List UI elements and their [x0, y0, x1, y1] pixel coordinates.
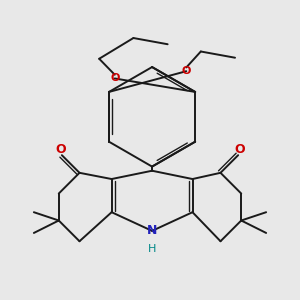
Text: O: O: [234, 143, 245, 156]
Text: O: O: [110, 74, 119, 83]
Text: O: O: [55, 143, 66, 156]
Text: O: O: [182, 66, 191, 76]
Text: H: H: [148, 244, 156, 254]
Text: N: N: [147, 224, 157, 237]
